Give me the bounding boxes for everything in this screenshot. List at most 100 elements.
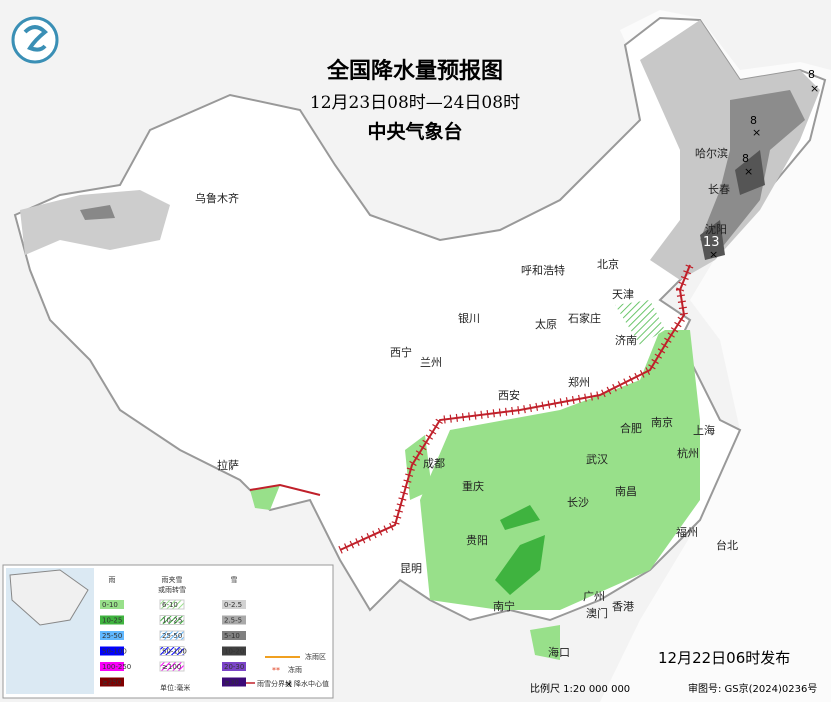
legend-title: 雨夹雪或雨转雪 bbox=[158, 575, 186, 594]
center-value: 8 bbox=[742, 152, 749, 165]
legend-swatch bbox=[100, 662, 124, 671]
center-mark: × bbox=[709, 248, 718, 261]
sleet-area bbox=[615, 300, 665, 345]
legend-unit: 单位:毫米 bbox=[160, 683, 190, 692]
center-mark: × bbox=[810, 82, 819, 95]
city: 长春 bbox=[708, 183, 730, 196]
city: 拉萨 bbox=[217, 458, 239, 472]
legend-label: 10-25 bbox=[162, 617, 182, 625]
center-value: 13 bbox=[703, 235, 720, 250]
legend-label: 10-20 bbox=[224, 648, 244, 656]
city: 兰州 bbox=[420, 356, 442, 369]
city: 广州 bbox=[583, 590, 605, 603]
legend-title: 雪 bbox=[231, 576, 238, 584]
city: 合肥 bbox=[620, 421, 642, 435]
legend-label: 2.5-5 bbox=[224, 617, 242, 625]
rain-area bbox=[420, 330, 700, 610]
city: 西宁 bbox=[390, 345, 412, 359]
legend-swatch bbox=[100, 646, 124, 656]
city: 西安 bbox=[498, 388, 520, 402]
city: 贵阳 bbox=[466, 534, 488, 547]
legend-label: 0-10 bbox=[102, 601, 118, 609]
legend-swatch bbox=[100, 600, 124, 609]
legend-swatch bbox=[222, 677, 246, 687]
city: 海口 bbox=[548, 645, 570, 659]
city: 福州 bbox=[676, 525, 698, 539]
legend-swatch bbox=[222, 631, 246, 640]
scale: 比例尺 1:20 000 000 bbox=[530, 682, 630, 695]
logo-mark bbox=[23, 25, 48, 52]
legend-swatch bbox=[100, 677, 124, 687]
city: 上海 bbox=[693, 423, 715, 437]
city: 南宁 bbox=[493, 599, 515, 613]
city: 南昌 bbox=[615, 485, 637, 498]
city: 沈阳 bbox=[705, 222, 727, 236]
city: 济南 bbox=[615, 333, 637, 347]
snow-area-heaviest bbox=[700, 150, 765, 260]
legend-label: 25-50 bbox=[162, 632, 182, 640]
city: 昆明 bbox=[400, 562, 422, 575]
city: 香港 bbox=[612, 600, 634, 613]
city: 郑州 bbox=[568, 375, 590, 389]
legend-label: 20-30 bbox=[224, 663, 244, 671]
subtitle: 12月23日08时—24日08时 bbox=[310, 93, 520, 113]
legend-swatch bbox=[222, 615, 246, 625]
legend-label: 降水中心值 bbox=[294, 679, 329, 688]
city: 太原 bbox=[535, 318, 557, 331]
legend-symbol: × bbox=[285, 680, 293, 690]
legend-label: ≥250 bbox=[102, 679, 121, 687]
center-mark: × bbox=[752, 126, 761, 139]
snow-area-west bbox=[20, 190, 170, 255]
legend-label: 冻雨 bbox=[288, 665, 302, 674]
inset-land bbox=[9, 569, 89, 626]
snow-area-west-heavy bbox=[80, 205, 115, 220]
city: 银川 bbox=[458, 311, 480, 325]
city: 南京 bbox=[651, 415, 673, 429]
city: 台北 bbox=[716, 538, 738, 552]
city: 北京 bbox=[597, 257, 619, 271]
legend-label: ≥100 bbox=[162, 663, 181, 671]
city: 重庆 bbox=[462, 479, 484, 493]
approval: 审图号: GS京(2024)0236号 bbox=[688, 682, 817, 695]
legend-swatch bbox=[100, 631, 124, 640]
rain-snow-line bbox=[339, 264, 691, 551]
legend-title: 雨 bbox=[109, 576, 116, 584]
center-mark: × bbox=[744, 165, 753, 178]
city: 天津 bbox=[612, 288, 634, 301]
city: 石家庄 bbox=[568, 311, 601, 325]
legend-swatch bbox=[222, 646, 246, 656]
legend-swatch bbox=[159, 615, 185, 625]
legend-label: 冻雨区 bbox=[305, 652, 326, 661]
city: 杭州 bbox=[677, 446, 699, 460]
title: 全国降水量预报图 bbox=[326, 58, 503, 84]
legend-swatch bbox=[159, 646, 185, 656]
city-labels: 乌鲁木齐 哈尔滨 长春 沈阳 北京 天津 呼和浩特 石家庄 太原 济南 银川 西… bbox=[195, 146, 738, 659]
legend-swatch bbox=[159, 661, 185, 672]
legend-label: ≥30 bbox=[224, 679, 239, 687]
rain-snow-line-tibet bbox=[249, 483, 321, 496]
legend-label: 50-100 bbox=[162, 648, 187, 656]
center-value: 8 bbox=[750, 114, 757, 127]
legend-label: 50-100 bbox=[102, 648, 127, 656]
legend-swatch bbox=[159, 599, 185, 610]
legend-label: 5-10 bbox=[224, 632, 240, 640]
legend-label: 6-10 bbox=[162, 601, 178, 609]
legend-label: 100-250 bbox=[102, 663, 131, 671]
center-value: 8 bbox=[808, 68, 815, 81]
issuer: 中央气象台 bbox=[367, 120, 462, 143]
snow-centers: 8 8 8 13 × × × × bbox=[703, 68, 819, 261]
legend-label: 雨雪分界线 bbox=[257, 679, 292, 688]
legend-swatch bbox=[222, 662, 246, 671]
legend-label: 10-25 bbox=[102, 617, 122, 625]
city: 武汉 bbox=[586, 453, 608, 466]
legend-symbol: ** bbox=[272, 666, 280, 675]
city: 成都 bbox=[423, 457, 445, 470]
legend-label: 25-50 bbox=[102, 632, 122, 640]
city: 乌鲁木齐 bbox=[195, 191, 239, 205]
legend-swatch bbox=[159, 630, 185, 641]
issued-time: 12月22日06时发布 bbox=[658, 649, 790, 667]
city: 澳门 bbox=[586, 606, 608, 620]
city: 长沙 bbox=[567, 496, 589, 509]
legend-swatch bbox=[100, 615, 124, 625]
